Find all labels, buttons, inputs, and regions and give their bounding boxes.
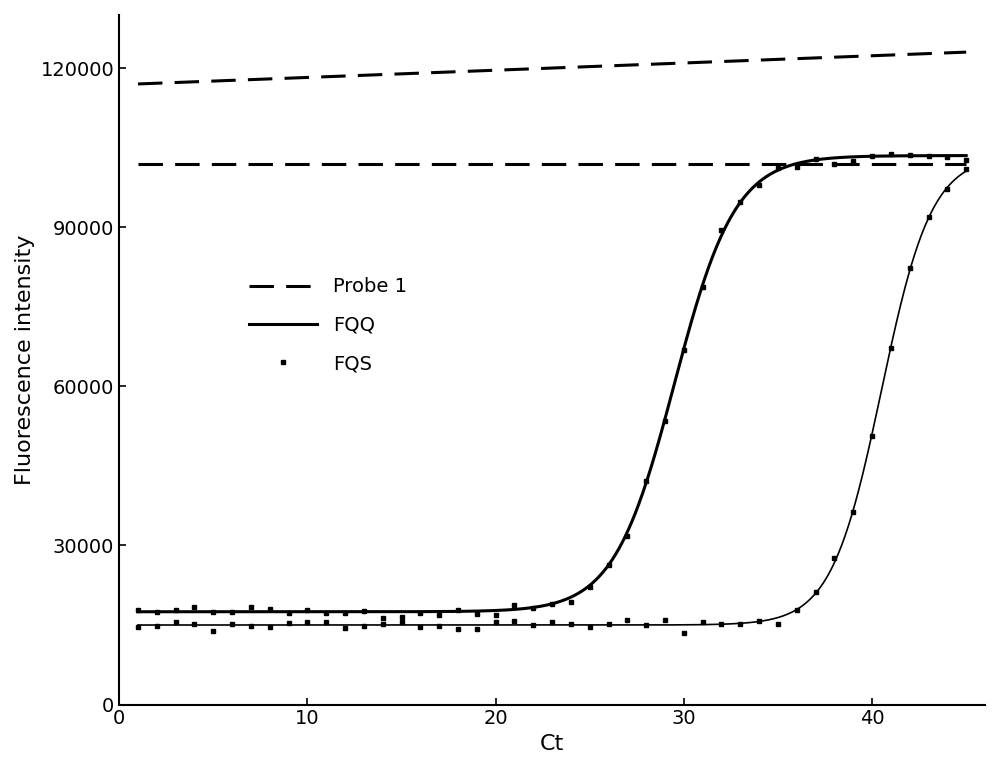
FQS bbox=[734, 620, 746, 629]
FQQ bbox=[701, 268, 713, 278]
FQS bbox=[188, 619, 200, 628]
FQS bbox=[828, 553, 840, 562]
FQS bbox=[584, 622, 596, 631]
Y-axis label: Fluorescence intensity: Fluorescence intensity bbox=[15, 235, 35, 485]
Probe 1 bbox=[497, 65, 509, 75]
FQS bbox=[527, 621, 539, 630]
FQS bbox=[508, 616, 520, 625]
FQS bbox=[207, 626, 219, 635]
FQS bbox=[339, 623, 351, 632]
FQS bbox=[941, 185, 953, 194]
FQQ bbox=[778, 163, 790, 172]
FQS bbox=[132, 623, 144, 632]
Line: Probe 1: Probe 1 bbox=[138, 52, 966, 84]
FQS bbox=[885, 344, 897, 353]
FQS bbox=[452, 624, 464, 633]
FQS bbox=[697, 618, 709, 627]
Line: FQQ: FQQ bbox=[138, 155, 966, 612]
FQS bbox=[396, 618, 408, 627]
FQS bbox=[245, 621, 257, 631]
FQS bbox=[565, 619, 577, 628]
FQQ bbox=[960, 151, 972, 160]
FQS bbox=[678, 628, 690, 638]
FQS bbox=[772, 619, 784, 628]
FQS bbox=[904, 263, 916, 272]
FQS bbox=[659, 615, 671, 624]
Probe 1 bbox=[217, 76, 229, 85]
FQS bbox=[151, 622, 163, 631]
FQS bbox=[753, 617, 765, 626]
Line: FQS: FQS bbox=[136, 168, 968, 635]
X-axis label: Ct: Ct bbox=[540, 734, 564, 754]
FQS bbox=[283, 618, 295, 628]
FQS bbox=[866, 431, 878, 441]
FQS bbox=[320, 618, 332, 627]
FQS bbox=[490, 618, 502, 627]
FQS bbox=[377, 619, 389, 628]
Probe 1 bbox=[960, 48, 972, 57]
FQS bbox=[358, 621, 370, 631]
FQS bbox=[603, 619, 615, 628]
Probe 1 bbox=[701, 58, 713, 67]
Probe 1 bbox=[778, 55, 790, 64]
FQS bbox=[433, 621, 445, 631]
FQS bbox=[301, 617, 313, 626]
Probe 1 bbox=[467, 66, 479, 75]
FQQ bbox=[467, 607, 479, 616]
FQQ bbox=[132, 608, 144, 617]
FQS bbox=[923, 212, 935, 221]
FQQ bbox=[793, 158, 805, 168]
FQS bbox=[791, 605, 803, 614]
FQS bbox=[810, 588, 822, 597]
FQS bbox=[847, 507, 859, 516]
FQS bbox=[960, 165, 972, 174]
FQS bbox=[715, 619, 727, 628]
FQS bbox=[226, 619, 238, 628]
FQS bbox=[264, 623, 276, 632]
Probe 1 bbox=[793, 54, 805, 63]
Probe 1 bbox=[132, 79, 144, 88]
FQQ bbox=[497, 605, 509, 614]
FQS bbox=[414, 622, 426, 631]
FQQ bbox=[217, 608, 229, 617]
Legend: Probe 1, FQQ, FQS: Probe 1, FQQ, FQS bbox=[241, 270, 415, 381]
FQS bbox=[170, 617, 182, 626]
FQS bbox=[621, 615, 633, 624]
FQS bbox=[471, 624, 483, 634]
FQS bbox=[546, 618, 558, 627]
FQS bbox=[640, 621, 652, 630]
